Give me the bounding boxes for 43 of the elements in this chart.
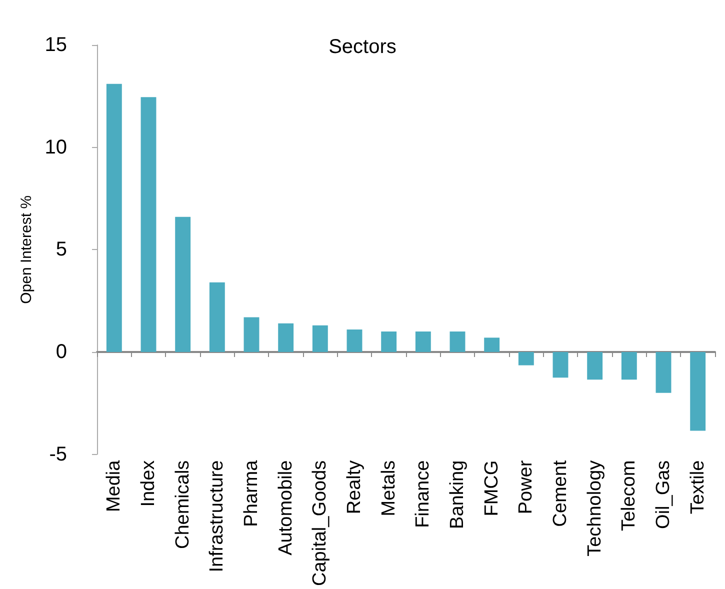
y-tick-label: 5 bbox=[56, 238, 67, 261]
chart-title: Sectors bbox=[328, 36, 396, 58]
x-tick-label: Index bbox=[138, 460, 159, 507]
y-tick-label: 0 bbox=[56, 340, 67, 363]
x-tick-label: Technology bbox=[584, 460, 606, 556]
x-tick-label: Oil_Gas bbox=[653, 460, 674, 529]
bar bbox=[587, 352, 603, 380]
x-tick-label: Media bbox=[104, 460, 125, 512]
bar bbox=[175, 216, 191, 352]
y-tick-label: -5 bbox=[49, 443, 67, 466]
bar bbox=[690, 352, 706, 431]
x-tick-label: Cement bbox=[550, 460, 571, 527]
bar bbox=[518, 352, 534, 366]
x-tick-label: Infrastructure bbox=[206, 460, 228, 572]
bar bbox=[621, 352, 637, 380]
bar bbox=[346, 329, 362, 352]
x-tick-label: Chemicals bbox=[172, 460, 194, 550]
x-tick-label: Capital_Goods bbox=[310, 460, 331, 586]
x-tick-label: Metals bbox=[378, 460, 400, 516]
bar bbox=[140, 97, 156, 352]
bar bbox=[244, 317, 260, 352]
bar bbox=[106, 84, 122, 352]
x-tick-label: Finance bbox=[412, 460, 434, 528]
bar bbox=[415, 332, 431, 352]
x-tick-label: Textile bbox=[687, 460, 708, 514]
bar bbox=[552, 352, 568, 378]
y-tick-label: 10 bbox=[44, 136, 67, 158]
y-tick-label: 15 bbox=[44, 34, 67, 56]
bar bbox=[381, 332, 397, 352]
x-tick-label: Realty bbox=[344, 460, 365, 514]
bar bbox=[278, 323, 294, 352]
bar bbox=[656, 352, 672, 393]
x-tick-label: Power bbox=[516, 460, 537, 514]
bar bbox=[484, 338, 500, 352]
bar bbox=[450, 332, 466, 352]
x-tick-label: Telecom bbox=[618, 460, 640, 532]
bar bbox=[312, 325, 328, 352]
x-tick-label: Banking bbox=[447, 460, 468, 529]
x-tick-label: FMCG bbox=[481, 460, 502, 516]
x-tick-label: Pharma bbox=[241, 460, 262, 527]
x-tick-label: Automobile bbox=[275, 460, 296, 556]
bar bbox=[209, 282, 225, 352]
y-axis-title: Open Interest % bbox=[18, 195, 35, 304]
